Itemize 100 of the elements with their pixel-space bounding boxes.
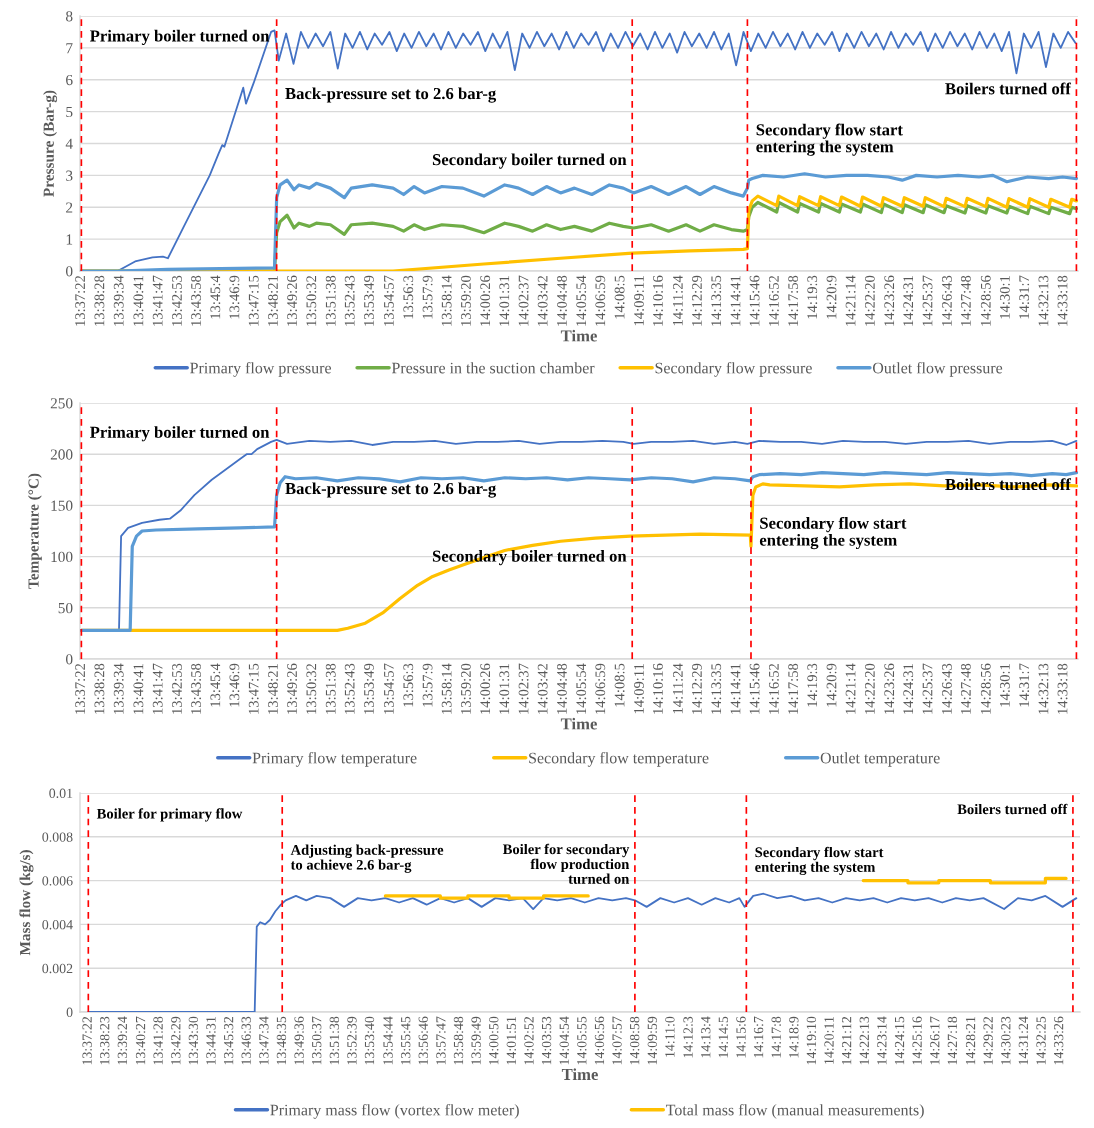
- x-tick-label: 14:01:51: [506, 1017, 517, 1065]
- y-tick-label: 7: [66, 43, 73, 54]
- y-tick-label: 4: [65, 138, 73, 149]
- ref-line-label: Primary boiler turned on: [89, 29, 270, 45]
- x-tick-label: 13:53:40: [364, 1016, 375, 1065]
- x-tick-label: 13:53:49: [364, 275, 374, 326]
- legend-label: Secondary flow temperature: [529, 752, 709, 767]
- x-tick-label: 14:33:18: [1057, 663, 1068, 714]
- x-tick-label: 14:32:13: [1038, 275, 1049, 326]
- x-tick-label: 14:16:52: [768, 275, 779, 326]
- x-tick-label: 14:17:58: [788, 275, 799, 326]
- x-tick-label: 13:52:43: [344, 275, 355, 326]
- x-tick-label: 14:09:11: [634, 664, 644, 714]
- x-tick-label: 14:05:54: [576, 663, 587, 714]
- legend-label: Primary flow temperature: [252, 752, 417, 767]
- y-tick-label: 0.008: [42, 832, 73, 842]
- x-tick-label: 13:45:4: [210, 663, 221, 707]
- x-tick-label: 13:46:9: [229, 275, 240, 319]
- x-tick-label: 14:17:58: [788, 663, 799, 714]
- x-tick-label: 14:27:48: [960, 663, 971, 714]
- x-tick-label: 14:14:41: [730, 664, 741, 714]
- x-tick-label: 14:03:42: [537, 275, 548, 326]
- x-tick-label: 14:31:7: [1019, 275, 1030, 319]
- ref-line-label: Secondary flow start entering the system: [759, 516, 907, 550]
- ref-line-label: Secondary flow start entering the system: [756, 123, 903, 156]
- x-tick-label: 13:55:45: [401, 1016, 411, 1065]
- ref-line-label: Secondary boiler turned on: [432, 153, 627, 169]
- ref-line-label: Boiler for secondary flow production turned on: [502, 843, 630, 884]
- x-tick-label: 14:11:0: [665, 1016, 675, 1057]
- y-tick-label: 0.01: [49, 788, 73, 799]
- x-tick-label: 14:25:16: [912, 1016, 922, 1065]
- x-tick-label: 13:47:15: [248, 663, 259, 714]
- x-tick-label: 14:11:24: [672, 275, 683, 326]
- x-axis-title: Time: [560, 329, 597, 342]
- x-tick-label: 13:51:38: [325, 275, 336, 326]
- x-tick-label: 13:42:29: [171, 1016, 181, 1065]
- x-tick-label: 13:56:3: [403, 275, 414, 319]
- x-tick-label: 13:45:4: [210, 275, 221, 319]
- x-tick-label: 13:49:26: [287, 275, 298, 326]
- x-tick-label: 14:19:3: [807, 275, 818, 319]
- x-axis-title: Time: [561, 1068, 598, 1081]
- x-tick-label: 13:53:49: [364, 663, 374, 714]
- x-tick-label: 13:57:47: [436, 1016, 446, 1065]
- x-tick-label: 14:24:31: [903, 276, 914, 326]
- x-tick-label: 14:23:14: [877, 1016, 887, 1065]
- x-tick-label: 14:21:14: [845, 663, 856, 714]
- x-tick-label: 14:25:37: [922, 275, 933, 326]
- x-tick-label: 14:06:59: [595, 275, 606, 326]
- x-tick-label: 14:24:15: [894, 1016, 905, 1065]
- x-tick-label: 14:25:37: [922, 663, 933, 714]
- ref-line-label: Adjusting back-pressure to achieve 2.6 bar-g: [290, 844, 444, 873]
- y-tick-label: 1: [66, 234, 73, 245]
- y-tick-label: 150: [51, 500, 73, 511]
- x-tick-label: 14:02:37: [518, 275, 529, 326]
- x-tick-label: 14:19:3: [807, 663, 818, 707]
- x-tick-label: 13:43:30: [188, 1016, 199, 1065]
- x-tick-label: 14:10:16: [653, 663, 663, 714]
- x-tick-label: 14:32:13: [1038, 663, 1049, 714]
- x-tick-label: 13:50:32: [306, 275, 317, 326]
- x-tick-label: 13:51:38: [329, 1016, 340, 1065]
- x-tick-label: 13:40:41: [133, 276, 144, 326]
- x-tick-label: 14:08:5: [614, 275, 625, 319]
- x-tick-label: 14:04:54: [559, 1016, 569, 1065]
- x-tick-label: 14:29:22: [983, 1016, 993, 1065]
- ref-line-label: Boilers turned off: [957, 803, 1068, 815]
- x-tick-label: 13:56:46: [418, 1016, 428, 1065]
- x-tick-label: 14:06:56: [594, 1016, 605, 1065]
- x-tick-label: 13:47:15: [248, 275, 259, 326]
- y-axis-title: Mass flow (kg/s): [19, 850, 34, 956]
- legend-label: Total mass flow (manual measurements): [665, 1104, 924, 1119]
- x-tick-label: 13:44:31: [206, 1017, 216, 1065]
- y-tick-label: 250: [50, 398, 73, 409]
- y-axis-title: Pressure (Bar-g): [43, 90, 58, 197]
- ref-line-label: Boiler for primary flow: [96, 808, 243, 822]
- x-tick-label: 13:43:58: [191, 275, 202, 326]
- x-tick-label: 14:18:9: [789, 1016, 799, 1058]
- legend-label: Primary flow pressure: [190, 362, 332, 377]
- ref-line-label: Back-pressure set to 2.6 bar-g: [285, 482, 497, 498]
- x-tick-label: 14:08:5: [614, 663, 625, 707]
- x-tick-label: 14:30:1: [999, 664, 1010, 707]
- x-tick-label: 13:41:47: [152, 275, 163, 326]
- x-tick-label: 13:41:28: [153, 1016, 163, 1065]
- x-tick-label: 14:23:26: [884, 663, 895, 714]
- x-tick-label: 14:31:24: [1018, 1016, 1029, 1065]
- x-tick-label: 14:03:53: [541, 1016, 552, 1065]
- x-tick-label: 14:24:31: [903, 664, 914, 714]
- ref-line-label: Back-pressure set to 2.6 bar-g: [285, 87, 497, 103]
- x-tick-label: 14:28:56: [980, 275, 991, 326]
- x-tick-label: 14:03:42: [537, 663, 548, 714]
- y-tick-label: 5: [66, 106, 73, 118]
- x-tick-label: 14:09:59: [647, 1016, 658, 1065]
- x-tick-label: 14:27:18: [947, 1016, 958, 1065]
- y-tick-label: 3: [66, 170, 73, 181]
- legend-label: Outlet temperature: [820, 752, 940, 767]
- x-tick-label: 14:02:52: [524, 1016, 534, 1065]
- x-tick-label: 14:26:43: [942, 663, 952, 714]
- x-tick-label: 13:52:43: [344, 663, 355, 714]
- x-tick-label: 14:12:29: [692, 275, 702, 326]
- x-tick-label: 14:13:35: [711, 663, 722, 714]
- y-tick-label: 0: [66, 1007, 73, 1017]
